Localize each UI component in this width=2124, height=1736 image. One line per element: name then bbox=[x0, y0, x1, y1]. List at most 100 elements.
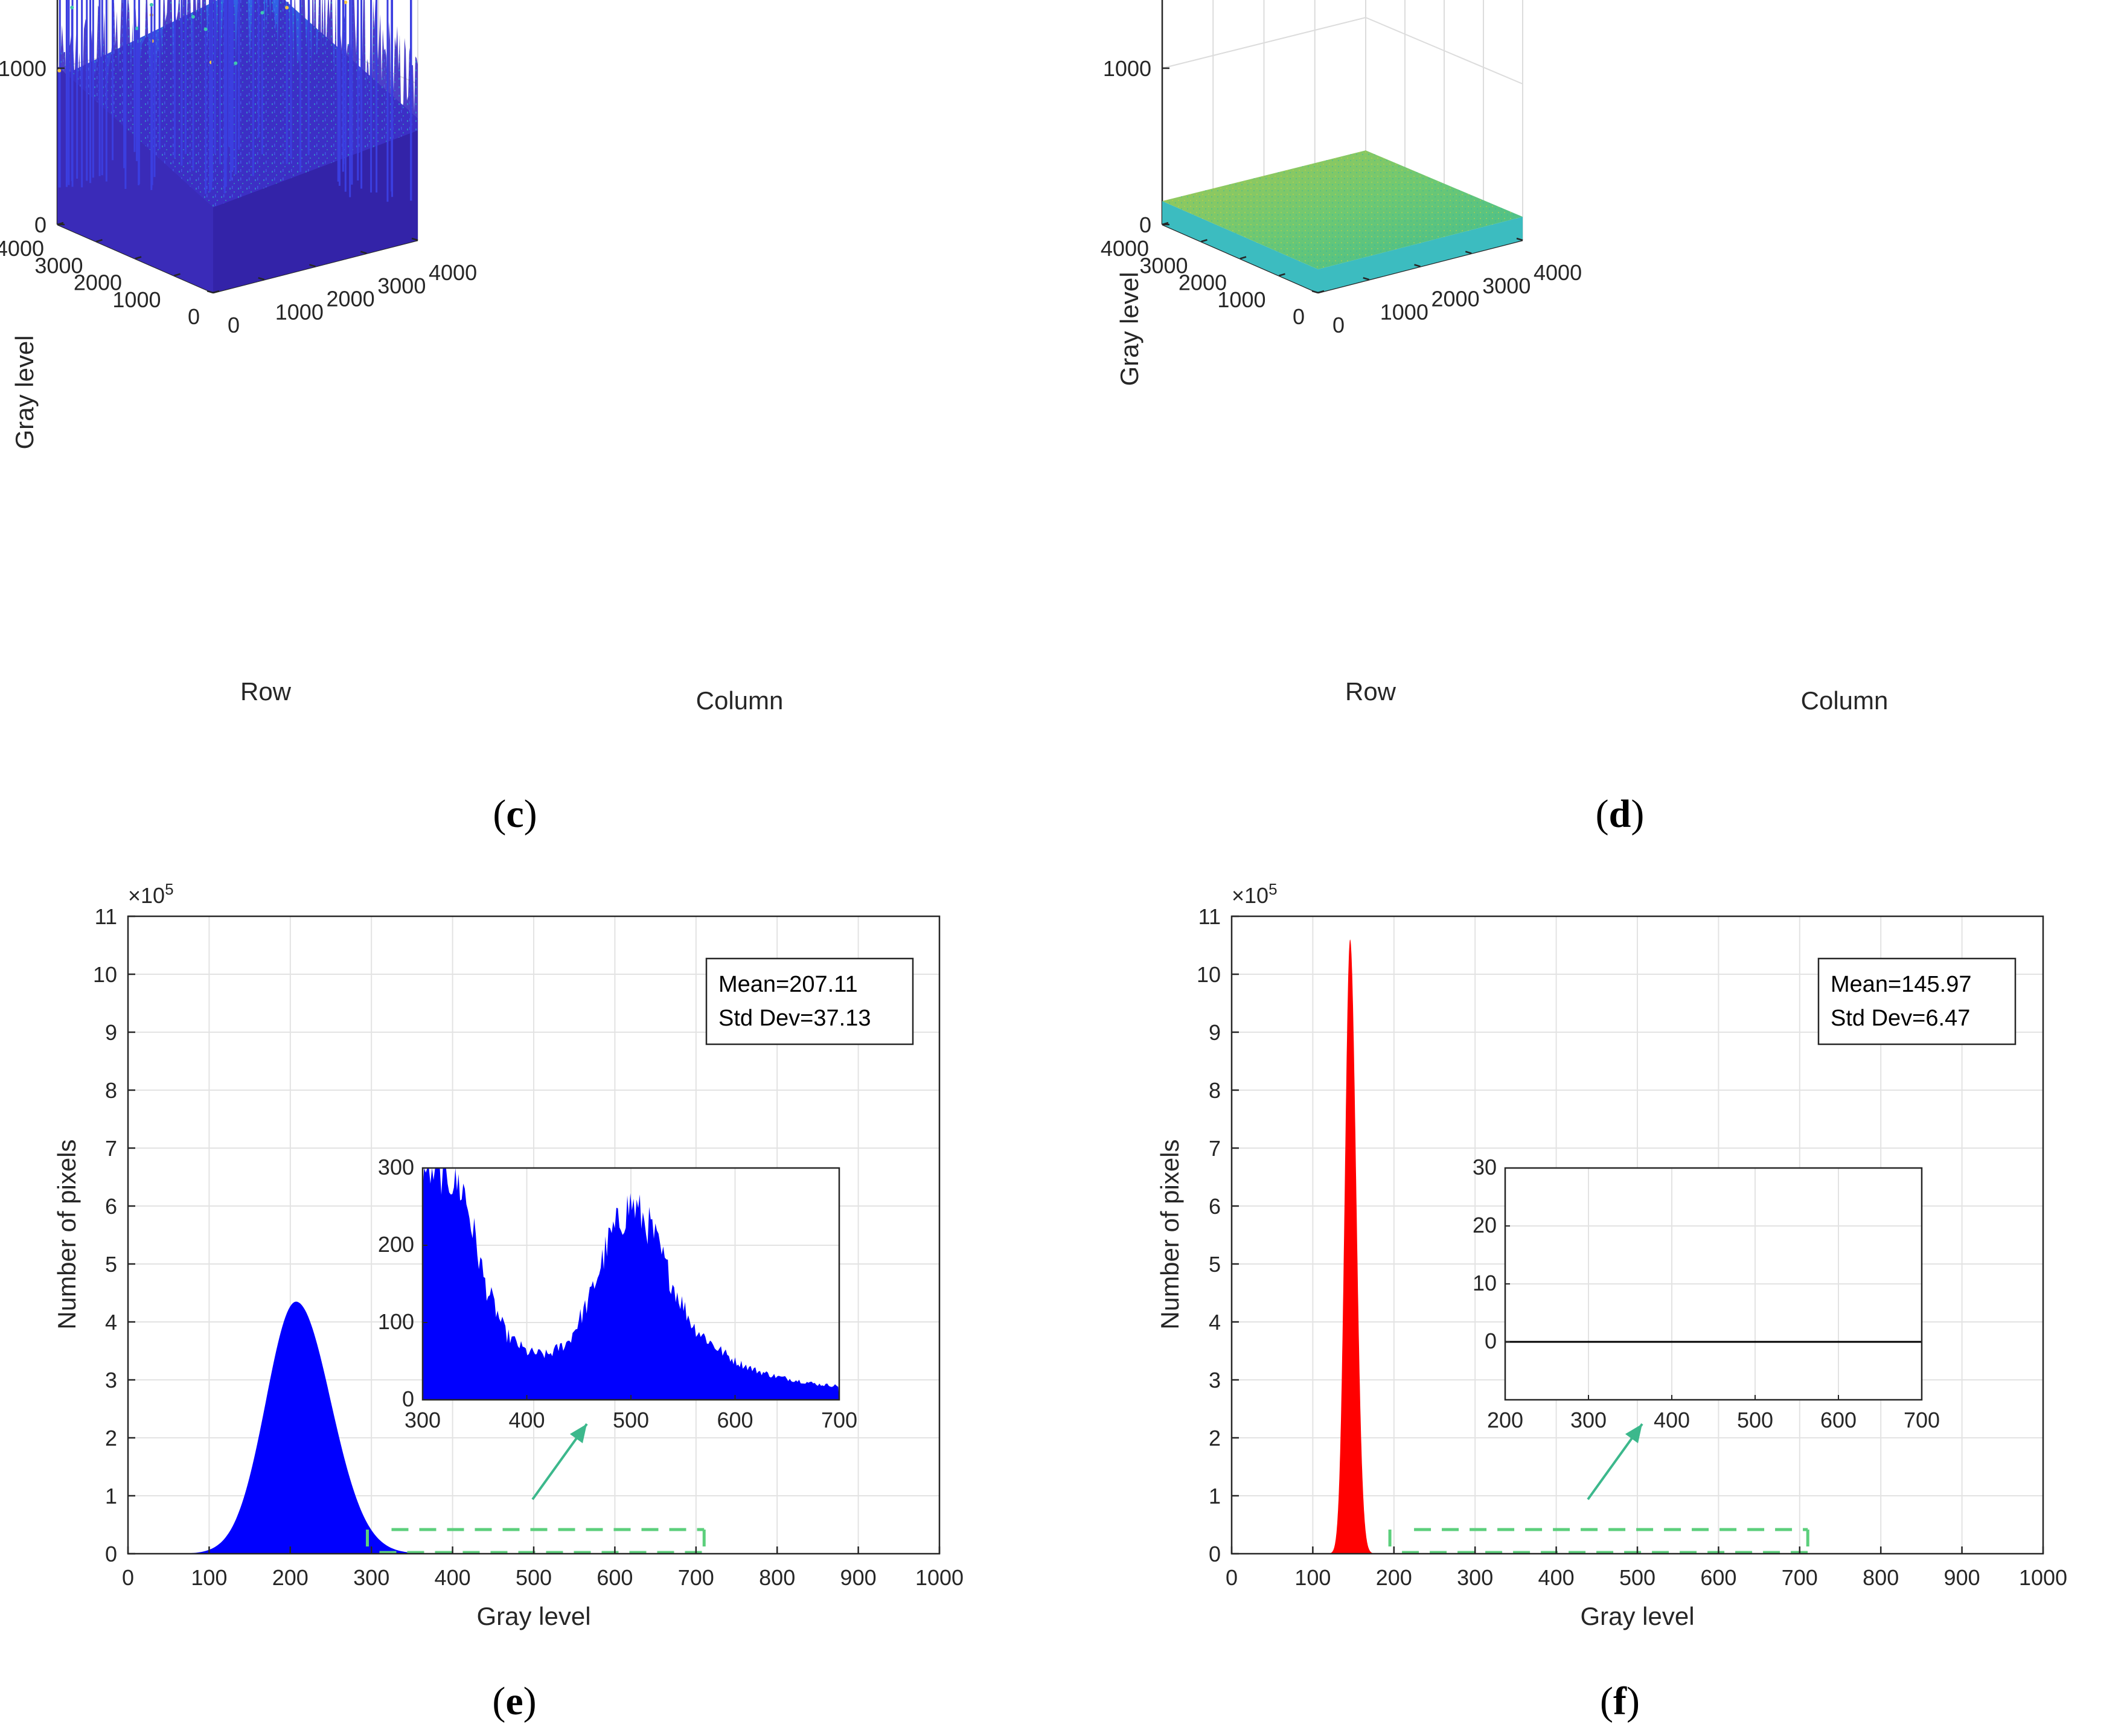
panel-e-inset-x-ticks: 300 400 500 600 700 bbox=[405, 1395, 857, 1432]
f-inset-y-tick-label: 10 bbox=[1473, 1271, 1497, 1295]
f-inset-x-tick-label: 700 bbox=[1904, 1408, 1940, 1432]
f-y-tick-label: 2 bbox=[1209, 1426, 1221, 1450]
d-column-tick-mark bbox=[1311, 290, 1319, 294]
panel-f-zoom-arrowhead bbox=[1625, 1424, 1642, 1443]
svg-text:(f): (f) bbox=[1600, 1679, 1640, 1723]
f-inset-y-tick-label: 0 bbox=[1485, 1329, 1497, 1353]
panel-f-y-exponent-base: ×10 bbox=[1232, 883, 1268, 908]
panel-e-histogram-area bbox=[160, 1301, 432, 1554]
c-column-tick-label: 2000 bbox=[327, 287, 375, 311]
e-y-tick-label: 3 bbox=[105, 1368, 117, 1393]
e-y-tick-label: 9 bbox=[105, 1020, 117, 1045]
panel-c-row-label: Row bbox=[240, 677, 292, 706]
c-spike-tip bbox=[260, 11, 264, 15]
panel-e-inset: 300 400 500 600 700 0 100 200 300 bbox=[378, 1155, 857, 1432]
e-inset-x-tick-label: 400 bbox=[508, 1408, 545, 1432]
panel-d-caption-open: ( bbox=[1596, 792, 1609, 836]
c-spike-tip bbox=[203, 27, 208, 31]
panel-f-highlight-box bbox=[1388, 1528, 1809, 1554]
e-y-tick-label: 6 bbox=[105, 1194, 117, 1219]
e-y-tick-label: 4 bbox=[105, 1310, 117, 1335]
f-inset-x-tick-label: 200 bbox=[1487, 1408, 1523, 1432]
e-x-tick-label: 500 bbox=[516, 1565, 552, 1590]
f-y-tick-label: 7 bbox=[1209, 1136, 1221, 1161]
panel-c-surface bbox=[57, 0, 418, 293]
f-x-tick-label: 900 bbox=[1944, 1565, 1980, 1590]
svg-text:(d): (d) bbox=[1596, 792, 1645, 836]
c-row-tick-mark bbox=[96, 239, 103, 243]
d-surface-texture bbox=[1162, 150, 1523, 270]
panel-f-caption-open: ( bbox=[1600, 1679, 1613, 1723]
c-row-tick-mark bbox=[57, 222, 64, 226]
e-inset-x-tick-label: 300 bbox=[405, 1408, 441, 1432]
d-wall-hgrid bbox=[1162, 16, 1523, 85]
f-y-tick-label: 8 bbox=[1209, 1078, 1221, 1103]
panel-c-column-label: Column bbox=[696, 686, 784, 715]
panel-e-caption-close: ) bbox=[523, 1679, 537, 1723]
panel-f-caption: (f) bbox=[1600, 1679, 1640, 1723]
panel-f-inset-x-ticks: 200 300 400 500 600 700 bbox=[1487, 1395, 1940, 1432]
c-column-tick-mark bbox=[411, 237, 418, 241]
f-x-tick-label: 200 bbox=[1376, 1565, 1412, 1590]
e-x-tick-label: 100 bbox=[191, 1565, 227, 1590]
e-y-tick-label: 5 bbox=[105, 1252, 117, 1277]
c-column-tick-mark bbox=[360, 251, 367, 254]
c-spike-tip bbox=[234, 61, 238, 65]
f-y-tick-label: 4 bbox=[1209, 1310, 1221, 1335]
panel-e-y-ticks: 0 1 2 3 4 5 6 7 8 9 10 11 bbox=[93, 904, 135, 1566]
d-row-tick-label: 4000 bbox=[1101, 236, 1149, 261]
e-inset-x-tick-label: 600 bbox=[717, 1408, 753, 1432]
d-column-tick-mark bbox=[1363, 277, 1370, 281]
f-x-tick-label: 100 bbox=[1294, 1565, 1331, 1590]
e-y-tick-label: 0 bbox=[105, 1542, 117, 1566]
c-column-tick-label: 3000 bbox=[377, 273, 426, 298]
panel-e-legend-box bbox=[705, 957, 914, 1045]
d-row-tick-mark bbox=[1240, 256, 1247, 260]
d-row-tick-label: 1000 bbox=[1217, 287, 1265, 312]
panel-e-y-exponent-base: ×10 bbox=[128, 883, 165, 908]
panel-d-z-label: Gray level bbox=[1115, 272, 1144, 386]
panel-e-inset-y-ticks: 0 100 200 300 bbox=[378, 1155, 427, 1411]
panel-f-legend-std: Std Dev=6.47 bbox=[1831, 1006, 1970, 1031]
panel-f-legend-mean: Mean=145.97 bbox=[1831, 972, 1971, 997]
c-column-tick-label: 0 bbox=[228, 313, 240, 337]
f-inset-y-tick-label: 30 bbox=[1473, 1155, 1497, 1179]
panel-c-caption: (c) bbox=[493, 792, 537, 836]
e-y-tick-label: 10 bbox=[93, 962, 117, 987]
f-y-tick-label: 3 bbox=[1209, 1368, 1221, 1393]
e-y-tick-label: 11 bbox=[95, 904, 117, 929]
panel-f-y-exponent: ×105 bbox=[1232, 880, 1278, 908]
e-y-tick-label: 8 bbox=[105, 1078, 117, 1103]
panel-d-caption-close: ) bbox=[1631, 792, 1644, 836]
panel-e-highlight-box bbox=[365, 1528, 706, 1554]
e-y-tick-label: 1 bbox=[105, 1484, 117, 1508]
c-column-tick-label: 4000 bbox=[429, 260, 477, 285]
panel-e-inset-histogram bbox=[423, 1168, 839, 1400]
c-column-tick-mark bbox=[206, 290, 214, 294]
f-y-tick-label: 11 bbox=[1198, 904, 1221, 929]
e-inset-x-tick-label: 700 bbox=[821, 1408, 857, 1432]
panel-c-caption-open: ( bbox=[493, 792, 506, 836]
svg-text:(e): (e) bbox=[492, 1679, 536, 1723]
d-row-tick-mark bbox=[1162, 222, 1169, 226]
panel-f-histogram-area bbox=[1326, 939, 1374, 1554]
f-y-tick-label: 0 bbox=[1209, 1542, 1221, 1566]
c-spike-tip bbox=[149, 2, 153, 7]
panel-e-zoom-arrowhead bbox=[569, 1424, 587, 1443]
svg-text:(c): (c) bbox=[493, 792, 537, 836]
panel-e-caption: (e) bbox=[492, 1679, 536, 1723]
f-y-tick-label: 5 bbox=[1209, 1252, 1221, 1277]
d-column-tick-label: 4000 bbox=[1534, 260, 1582, 285]
e-inset-y-tick-label: 300 bbox=[378, 1155, 414, 1179]
panel-d-caption: (d) bbox=[1596, 792, 1645, 836]
e-inset-x-tick-label: 500 bbox=[613, 1408, 649, 1432]
f-x-tick-label: 800 bbox=[1863, 1565, 1899, 1590]
f-x-tick-label: 0 bbox=[1226, 1565, 1238, 1590]
d-column-tick-label: 3000 bbox=[1482, 273, 1531, 298]
c-column-tick-label: 1000 bbox=[275, 299, 324, 324]
f-x-tick-label: 300 bbox=[1457, 1565, 1493, 1590]
f-x-tick-label: 500 bbox=[1619, 1565, 1655, 1590]
d-column-tick-label: 2000 bbox=[1431, 287, 1480, 311]
e-x-tick-label: 1000 bbox=[915, 1565, 964, 1590]
